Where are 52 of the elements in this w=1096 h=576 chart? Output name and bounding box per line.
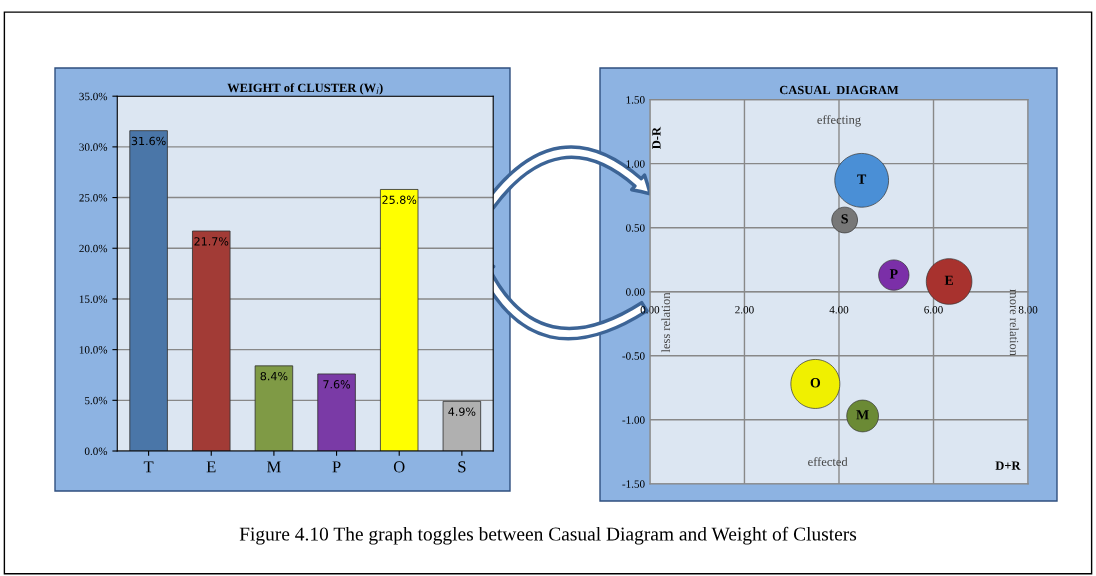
y-tick-label: 1.50: [626, 96, 645, 104]
data-label: 4.9%: [448, 407, 476, 416]
x-tick-label: 6.00: [924, 305, 943, 314]
y-tick-label: 0.50: [626, 224, 645, 232]
y-tick-label: 5.0%: [85, 396, 108, 405]
y-tick-label: 0.00: [626, 288, 645, 296]
x-tick-label: O: [393, 461, 405, 473]
data-label: 21.7%: [194, 237, 229, 246]
bar: [254, 365, 294, 452]
annotation: S: [841, 214, 848, 224]
x-tick-label: 4.00: [829, 305, 849, 314]
chart-title: CASUAL DIAGRAM: [779, 85, 899, 95]
bar: [129, 130, 168, 452]
bar: [192, 230, 231, 452]
y-tick-label: -1.50: [622, 480, 645, 488]
y-axis-title: D-R: [652, 126, 661, 149]
annotation: more relation: [1009, 289, 1019, 356]
caption: Figure 4.10 The graph toggles between Casual Diagram and Weight of Clusters: [239, 526, 857, 545]
bar: [317, 373, 356, 452]
annotation: P: [889, 269, 898, 279]
annotation: less relation: [661, 292, 671, 353]
annotation: E: [944, 275, 954, 285]
x-tick-label: 8.00: [1018, 305, 1038, 314]
x-axis-title: D+R: [995, 461, 1021, 470]
y-tick-label: 35.0%: [79, 92, 108, 101]
x-tick-label: T: [143, 461, 154, 473]
chart-title: WEIGHT of CLUSTER (W$_{i}$): [227, 83, 383, 95]
annotation: M: [856, 410, 869, 420]
data-label: 8.4%: [260, 371, 288, 381]
annotation: effecting: [817, 115, 861, 127]
x-tick-label: S: [458, 461, 466, 473]
data-label: 7.6%: [323, 380, 351, 389]
y-tick-label: 15.0%: [79, 295, 108, 303]
x-tick-label: M: [266, 461, 281, 473]
annotation: effected: [808, 457, 848, 466]
y-tick-label: 0.0%: [84, 447, 108, 456]
data-label: 31.6%: [131, 136, 166, 146]
x-tick-label: 2.00: [735, 305, 754, 314]
data-label: 25.8%: [382, 195, 417, 204]
x-tick-label: E: [206, 461, 216, 473]
y-tick-label: -1.00: [622, 416, 645, 424]
y-tick-label: -0.50: [622, 352, 645, 360]
annotation: O: [810, 378, 821, 388]
x-tick-label: P: [332, 461, 341, 473]
y-tick-label: 25.0%: [79, 194, 108, 202]
bar: [380, 189, 419, 452]
y-tick-label: 30.0%: [79, 143, 108, 151]
annotation: T: [857, 174, 867, 184]
y-tick-label: 20.0%: [79, 244, 108, 253]
bar: [442, 400, 482, 452]
y-tick-label: 1.00: [626, 160, 645, 168]
y-tick-label: 10.0%: [79, 346, 108, 354]
